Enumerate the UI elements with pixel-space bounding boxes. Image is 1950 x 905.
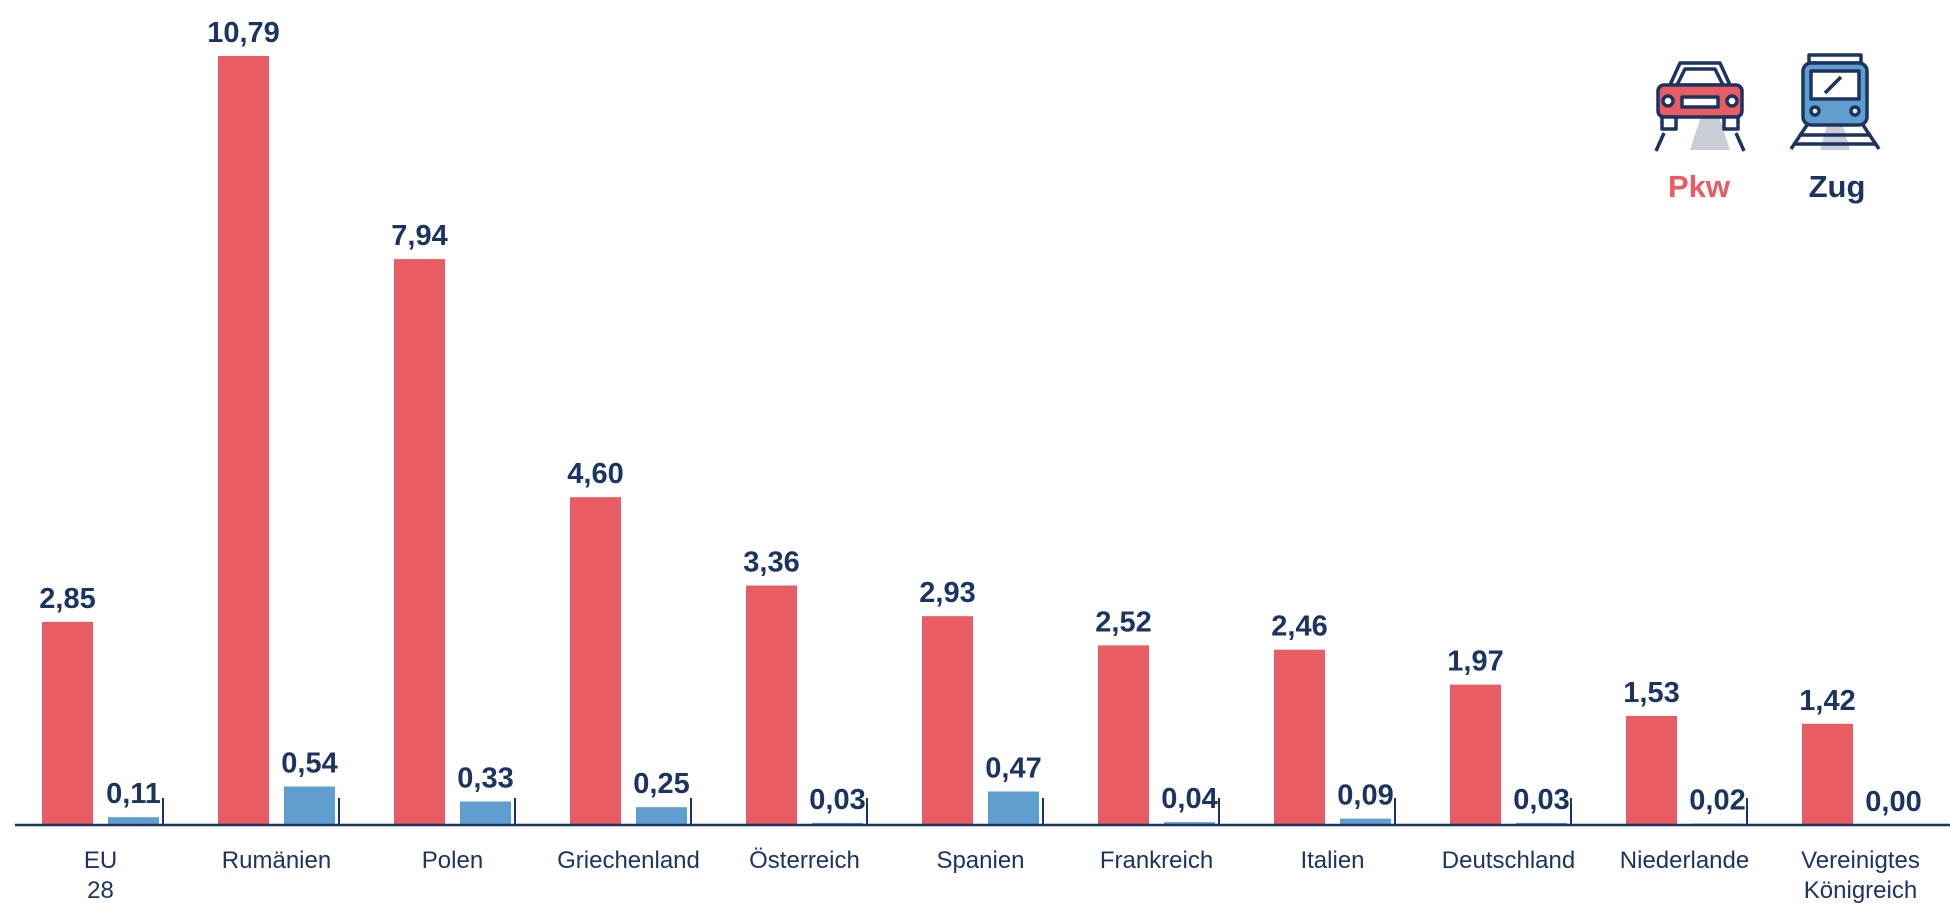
value-label: 0,11 bbox=[106, 778, 161, 810]
bar bbox=[1626, 715, 1677, 825]
value-label: 7,94 bbox=[391, 220, 447, 252]
x-tick-label: Österreich bbox=[749, 847, 860, 874]
value-label: 0,03 bbox=[1513, 784, 1569, 816]
value-label: 0,25 bbox=[633, 768, 689, 800]
bar bbox=[570, 497, 621, 825]
value-label: 2,52 bbox=[1095, 606, 1151, 638]
value-label: 0,00 bbox=[1865, 786, 1921, 818]
bar bbox=[746, 585, 797, 825]
bar bbox=[218, 56, 269, 825]
x-tick-label: Italien bbox=[1300, 847, 1364, 874]
value-label: 0,09 bbox=[1337, 780, 1393, 812]
value-label: 10,79 bbox=[207, 17, 280, 49]
x-tick-label: Rumänien bbox=[222, 847, 331, 874]
value-label: 1,42 bbox=[1799, 685, 1855, 717]
value-label: 0,47 bbox=[985, 753, 1041, 785]
bar bbox=[284, 786, 335, 825]
value-label: 4,60 bbox=[567, 458, 623, 490]
car-icon bbox=[1654, 61, 1746, 152]
bar bbox=[1274, 649, 1325, 825]
bar bbox=[1340, 818, 1391, 825]
bar bbox=[1098, 645, 1149, 825]
x-tick-label: EU 28 bbox=[84, 847, 117, 904]
value-label: 2,46 bbox=[1271, 611, 1327, 643]
value-label: 0,04 bbox=[1161, 783, 1217, 815]
bar bbox=[460, 801, 511, 825]
x-tick-label: Deutschland bbox=[1442, 847, 1575, 874]
x-tick-label: Vereinigtes Königreich bbox=[1801, 847, 1920, 904]
value-label: 0,02 bbox=[1689, 785, 1745, 817]
x-tick-label: Frankreich bbox=[1100, 847, 1213, 874]
value-label: 0,54 bbox=[281, 748, 337, 780]
bar bbox=[988, 791, 1039, 825]
x-tick-label: Spanien bbox=[936, 847, 1024, 874]
value-label: 0,33 bbox=[457, 762, 513, 794]
value-label: 1,53 bbox=[1623, 677, 1679, 709]
legend-label: Pkw bbox=[1668, 169, 1731, 204]
legend-label: Zug bbox=[1809, 169, 1866, 204]
value-label: 3,36 bbox=[743, 547, 799, 579]
bar bbox=[394, 259, 445, 825]
train-icon bbox=[1789, 53, 1881, 150]
value-label: 1,97 bbox=[1447, 646, 1503, 678]
bar bbox=[1164, 822, 1215, 825]
bar bbox=[42, 621, 93, 825]
bar bbox=[922, 616, 973, 825]
value-label: 0,03 bbox=[809, 784, 865, 816]
value-label: 2,85 bbox=[39, 583, 95, 615]
bar bbox=[636, 807, 687, 825]
bar bbox=[108, 817, 159, 825]
x-tick-label: Polen bbox=[422, 847, 483, 874]
x-tick-label: Niederlande bbox=[1620, 847, 1749, 874]
bar bbox=[1450, 684, 1501, 825]
value-label: 2,93 bbox=[919, 577, 975, 609]
x-tick-label: Griechenland bbox=[557, 847, 700, 874]
bar bbox=[1802, 723, 1853, 825]
